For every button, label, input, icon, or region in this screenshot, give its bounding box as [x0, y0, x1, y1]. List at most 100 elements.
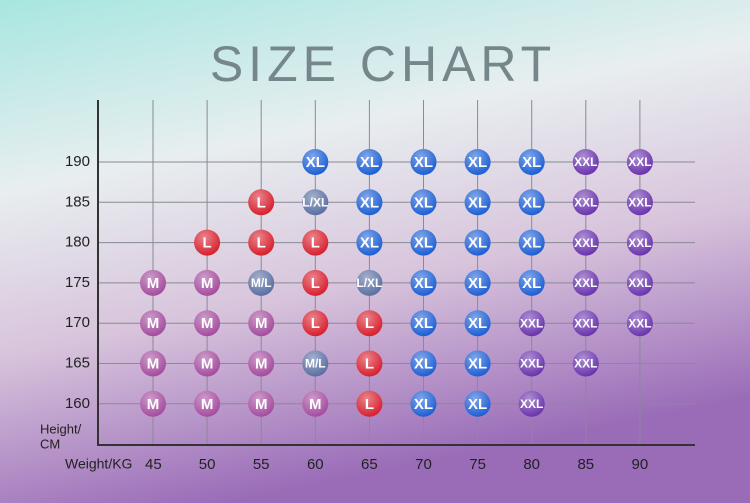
size-label: XXL: [574, 236, 597, 250]
x-axis-label: Weight/KG: [65, 456, 132, 472]
badge-shine: [518, 310, 545, 337]
size-label: XL: [414, 315, 433, 332]
y-tick-label: 180: [65, 234, 90, 251]
badge-shine: [302, 149, 329, 175]
badge-shine: [140, 350, 166, 377]
size-label: XL: [468, 315, 487, 332]
size-label: XL: [414, 396, 433, 413]
size-label: XL: [468, 235, 487, 252]
badge-shine: [302, 189, 329, 216]
badge-shine: [464, 229, 491, 256]
badge-shine: [464, 390, 491, 417]
badge-shine: [410, 229, 437, 256]
size-label: M: [147, 396, 160, 413]
badge-shine: [302, 269, 329, 296]
size-label: XXL: [574, 276, 597, 290]
size-label: M: [201, 315, 214, 332]
size-label: XL: [414, 154, 433, 171]
size-label: L: [311, 235, 320, 252]
badge-shine: [572, 229, 599, 256]
size-label: L: [311, 275, 320, 292]
y-tick-label: 190: [65, 153, 90, 170]
size-label: M: [255, 396, 268, 413]
badge-shine: [572, 350, 599, 377]
size-label: L: [365, 315, 374, 332]
size-label: XL: [522, 154, 541, 171]
size-label: XL: [522, 235, 541, 252]
badge-shine: [464, 149, 491, 175]
badge-shine: [356, 189, 383, 216]
badge-shine: [410, 269, 437, 296]
badge-shine: [518, 390, 545, 417]
badge-shine: [194, 310, 221, 337]
badge-shine: [248, 390, 275, 417]
size-label: M: [201, 396, 214, 413]
size-label: XL: [522, 194, 541, 211]
size-label: XL: [468, 396, 487, 413]
size-label: M: [309, 396, 322, 413]
x-tick-label: 85: [577, 456, 594, 473]
y-tick-label: 175: [65, 274, 90, 291]
badge-shine: [572, 149, 599, 175]
size-label: XL: [468, 275, 487, 292]
size-label: XL: [414, 235, 433, 252]
x-tick-label: 50: [199, 456, 216, 473]
x-tick-label: 55: [253, 456, 270, 473]
x-tick-label: 80: [523, 456, 540, 473]
size-label: XXL: [520, 397, 543, 411]
badge-shine: [518, 229, 545, 256]
x-tick-label: 90: [632, 456, 649, 473]
y-tick-label: 160: [65, 395, 90, 412]
cells: XL XL XL XL XL XXL XXL L L/XL XL XL XL XL XXL XXL L L L XL…: [140, 149, 653, 417]
badge-shine: [140, 390, 166, 417]
badge-shine: [194, 390, 221, 417]
size-label: XXL: [628, 236, 651, 250]
badge-shine: [464, 189, 491, 216]
badge-shine: [410, 390, 437, 417]
badge-shine: [464, 269, 491, 296]
size-label: XXL: [520, 316, 543, 330]
size-label: M: [255, 355, 268, 372]
size-label: XL: [414, 275, 433, 292]
size-label: M: [147, 275, 160, 292]
badge-shine: [302, 229, 329, 256]
badge-shine: [572, 189, 599, 216]
y-axis-label: CM: [40, 436, 60, 451]
badge-shine: [140, 269, 166, 296]
size-label: XL: [306, 154, 325, 171]
title: SIZE CHART: [210, 36, 556, 92]
x-tick-label: 60: [307, 456, 324, 473]
size-label: XXL: [628, 316, 651, 330]
size-label: L: [203, 235, 212, 252]
size-label: XL: [414, 355, 433, 372]
size-label: L: [365, 355, 374, 372]
size-label: XXL: [574, 195, 597, 209]
badge-shine: [464, 310, 491, 337]
badge-shine: [572, 269, 599, 296]
badge-shine: [194, 350, 221, 377]
size-label: XXL: [628, 155, 651, 169]
badge-shine: [518, 149, 545, 175]
size-label: L: [257, 194, 266, 211]
size-label: L: [257, 235, 266, 252]
y-tick-label: 165: [65, 354, 90, 371]
badge-shine: [248, 189, 275, 216]
badge-shine: [302, 310, 329, 337]
x-tick-label: 45: [145, 456, 162, 473]
size-label: XL: [468, 355, 487, 372]
y-tick-label: 170: [65, 314, 90, 331]
badge-shine: [140, 310, 166, 337]
badge-shine: [248, 229, 275, 256]
size-label: XXL: [574, 357, 597, 371]
badge-shine: [626, 310, 653, 337]
size-label: XXL: [628, 195, 651, 209]
badge-shine: [518, 269, 545, 296]
y-tick-label: 185: [65, 193, 90, 210]
badge-shine: [194, 229, 221, 256]
size-label: XL: [522, 275, 541, 292]
badge-shine: [248, 269, 275, 296]
size-label: M: [147, 315, 160, 332]
x-tick-label: 70: [415, 456, 432, 473]
